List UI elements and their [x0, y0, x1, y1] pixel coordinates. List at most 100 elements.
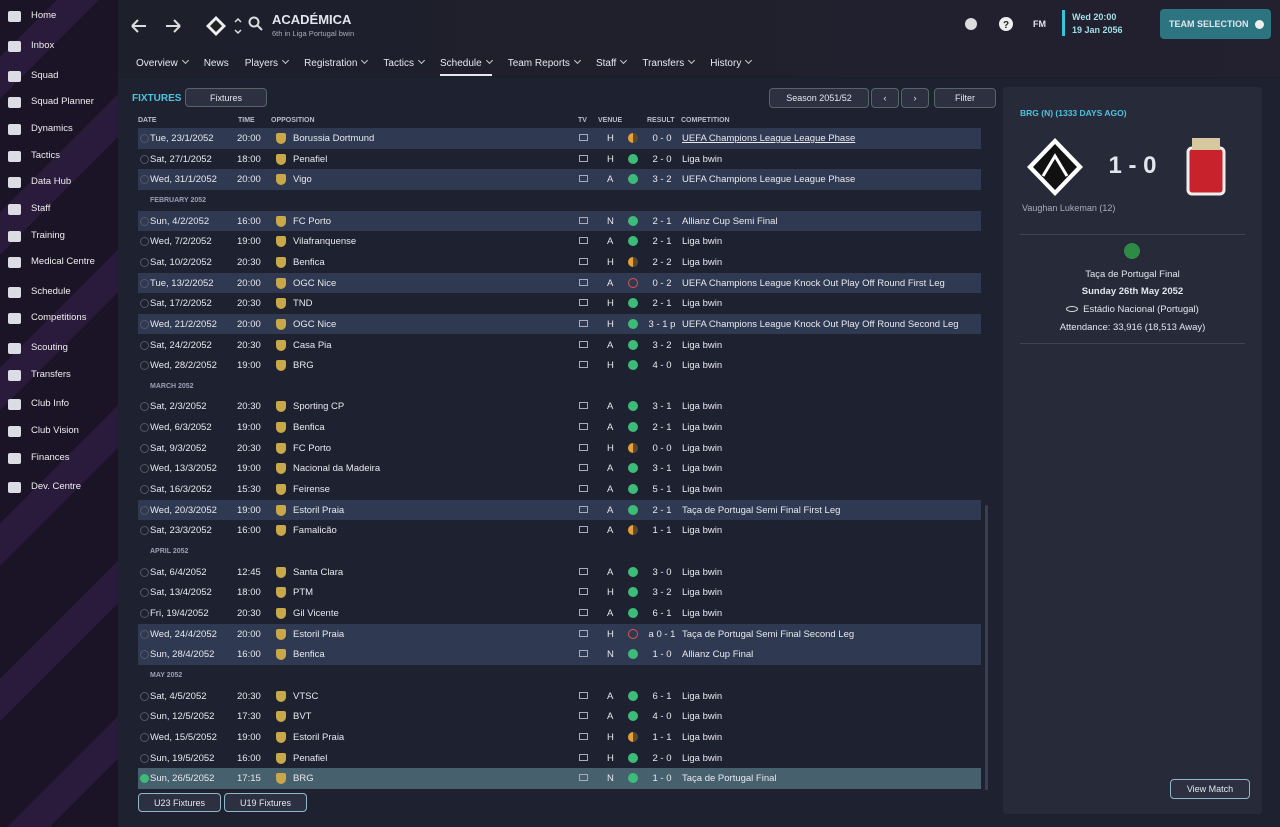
tab[interactable]: News [203, 58, 229, 69]
nav-item[interactable]: Squad Planner [31, 96, 94, 107]
opposition[interactable]: Benfica [293, 256, 325, 268]
competition[interactable]: Liga bwin [682, 484, 723, 496]
competition[interactable]: Liga bwin [682, 153, 723, 165]
fixture-row[interactable]: Fri, 19/4/2052 20:30 Gil Vicente A 6 - 1 Liga… [138, 603, 981, 624]
result[interactable]: 2 - 0 [652, 752, 672, 764]
competition[interactable]: Liga bwin [682, 339, 723, 351]
nav-item[interactable]: Scouting [31, 342, 68, 353]
nav-item[interactable]: Medical Centre [31, 256, 95, 267]
opposition[interactable]: Sporting CP [293, 401, 345, 413]
nav-item[interactable]: Dev. Centre [31, 481, 81, 492]
nav-item[interactable]: Finances [31, 452, 70, 463]
competition[interactable]: Liga bwin [682, 360, 723, 372]
opposition[interactable]: Feirense [293, 484, 330, 496]
opposition[interactable]: OGC Nice [293, 318, 337, 330]
opposition[interactable]: PTM [293, 587, 314, 599]
column-header[interactable]: OPPOSITION [271, 117, 315, 124]
result[interactable]: 1 - 0 [652, 649, 672, 661]
fixture-row[interactable]: Wed, 6/3/2052 19:00 Benfica A 2 - 1 Liga bwin [138, 417, 981, 438]
result[interactable]: 2 - 0 [652, 153, 672, 165]
fixture-row[interactable]: Wed, 7/2/2052 19:00 Vilafranquense A 2 - 1 Li… [138, 231, 981, 252]
competition[interactable]: Liga bwin [682, 690, 723, 702]
competition[interactable]: Liga bwin [682, 236, 723, 248]
competition[interactable]: UEFA Champions League League Phase [682, 133, 856, 144]
tab[interactable]: Staff [596, 58, 626, 74]
fixture-row[interactable]: Wed, 13/3/2052 19:00 Nacional da Madeira A 3… [138, 458, 981, 479]
column-header[interactable]: RESULT [647, 117, 675, 124]
squad-fixtures-button[interactable]: U19 Fixtures [224, 793, 307, 812]
competition[interactable]: Liga bwin [682, 711, 723, 723]
nav-item[interactable]: Staff [31, 203, 51, 214]
fixture-row[interactable]: Sat, 4/5/2052 20:30 VTSC A 6 - 1 Liga bwin [138, 686, 981, 707]
tab[interactable]: Team Reports [508, 58, 580, 74]
fixture-row[interactable]: Sat, 9/3/2052 20:30 FC Porto H 0 - 0 Liga bwi… [138, 438, 981, 459]
fixture-row[interactable]: Sat, 23/3/2052 16:00 Famalicão A 1 - 1 Liga b… [138, 520, 981, 541]
opposition[interactable]: FC Porto [293, 215, 332, 227]
competition[interactable]: Allianz Cup Semi Final [682, 215, 778, 227]
competition[interactable]: UEFA Champions League Knock Out Play Off… [682, 318, 959, 330]
fixture-row[interactable]: Wed, 31/1/2052 20:00 Vigo A 3 - 2 UEFA Champi… [138, 169, 981, 190]
fixture-row[interactable]: Wed, 21/2/2052 20:00 OGC Nice H 3 - 1 p UEFA … [138, 313, 981, 335]
fixture-row[interactable]: Sun, 19/5/2052 16:00 Penafiel H 2 - 0 Liga bw… [138, 748, 981, 769]
result[interactable]: 2 - 1 [652, 422, 672, 434]
nav-item[interactable]: Club Vision [31, 425, 79, 436]
opposition[interactable]: Estoril Praia [293, 504, 345, 516]
result[interactable]: 0 - 2 [652, 277, 672, 289]
opposition[interactable]: BRG [293, 360, 314, 372]
result[interactable]: 3 - 1 p [648, 318, 676, 330]
nav-item[interactable]: Tactics [31, 150, 61, 161]
competition[interactable]: Taça de Portugal Semi Final First Leg [682, 504, 841, 516]
competition[interactable]: Liga bwin [682, 422, 723, 434]
opposition[interactable]: TND [293, 298, 313, 310]
competition[interactable]: Liga bwin [682, 587, 723, 599]
column-header[interactable]: TV [578, 117, 587, 124]
column-header[interactable]: COMPETITION [681, 117, 730, 124]
result[interactable]: 2 - 2 [652, 256, 672, 268]
next-season[interactable]: › [901, 88, 929, 108]
competition[interactable]: Liga bwin [682, 256, 723, 268]
scrollbar[interactable] [985, 505, 988, 790]
opposition[interactable]: Estoril Praia [293, 731, 345, 743]
team-selection-button[interactable]: TEAM SELECTION [1160, 9, 1271, 39]
fixture-row[interactable]: Sun, 4/2/2052 16:00 FC Porto N 2 - 1 Allianz … [138, 210, 981, 232]
tab[interactable]: Overview [136, 58, 188, 74]
opposition[interactable]: BRG [293, 773, 314, 785]
result[interactable]: 0 - 0 [652, 133, 672, 144]
fixture-row[interactable]: Sun, 12/5/2052 17:30 BVT A 4 - 0 Liga bwin [138, 706, 981, 727]
fixture-row[interactable]: Sat, 13/4/2052 18:00 PTM H 3 - 2 Liga bwin [138, 582, 981, 603]
opposition[interactable]: VTSC [293, 690, 319, 702]
fixture-row[interactable]: Sun, 28/4/2052 16:00 Benfica N 1 - 0 Allianz … [138, 644, 981, 665]
result[interactable]: 6 - 1 [652, 690, 672, 702]
nav-item[interactable]: Training [31, 230, 65, 241]
competition[interactable]: Liga bwin [682, 731, 723, 743]
opposition[interactable]: Vigo [293, 174, 312, 186]
fixture-row[interactable]: Sun, 26/5/2052 17:15 BRG N 1 - 0 Taça de Port… [138, 768, 981, 789]
competition[interactable]: Liga bwin [682, 298, 723, 310]
view-dropdown[interactable]: Fixtures [185, 88, 267, 107]
opposition[interactable]: Casa Pia [293, 339, 332, 351]
opposition[interactable]: Penafiel [293, 153, 328, 165]
fixture-row[interactable]: Tue, 13/2/2052 20:00 OGC Nice A 0 - 2 UEFA Ch… [138, 272, 981, 294]
opposition[interactable]: Benfica [293, 649, 325, 661]
result[interactable]: 1 - 1 [652, 731, 672, 743]
result[interactable]: 3 - 2 [652, 587, 672, 599]
tab[interactable]: Players [245, 58, 288, 74]
column-header[interactable]: TIME [238, 117, 255, 124]
fixture-row[interactable]: Sat, 2/3/2052 20:30 Sporting CP A 3 - 1 Liga … [138, 396, 981, 417]
squad-fixtures-button[interactable]: U23 Fixtures [138, 793, 221, 812]
nav-item[interactable]: Competitions [31, 312, 87, 323]
result[interactable]: 5 - 1 [652, 484, 672, 496]
competition[interactable]: Liga bwin [682, 401, 723, 413]
competition[interactable]: Taça de Portugal Final [682, 773, 777, 785]
nav-item[interactable]: Schedule [31, 286, 71, 297]
nav-item[interactable]: Inbox [31, 40, 55, 51]
competition[interactable]: Liga bwin [682, 752, 723, 764]
result[interactable]: 3 - 0 [652, 566, 672, 578]
fixture-row[interactable]: Sat, 6/4/2052 12:45 Santa Clara A 3 - 0 Liga … [138, 562, 981, 583]
result[interactable]: 1 - 1 [652, 525, 672, 537]
result[interactable]: 2 - 1 [652, 236, 672, 248]
opposition[interactable]: Santa Clara [293, 566, 344, 578]
fixture-row[interactable]: Sat, 10/2/2052 20:30 Benfica H 2 - 2 Liga bwi… [138, 252, 981, 273]
opposition[interactable]: Nacional da Madeira [293, 463, 381, 475]
result[interactable]: 2 - 1 [652, 504, 672, 516]
